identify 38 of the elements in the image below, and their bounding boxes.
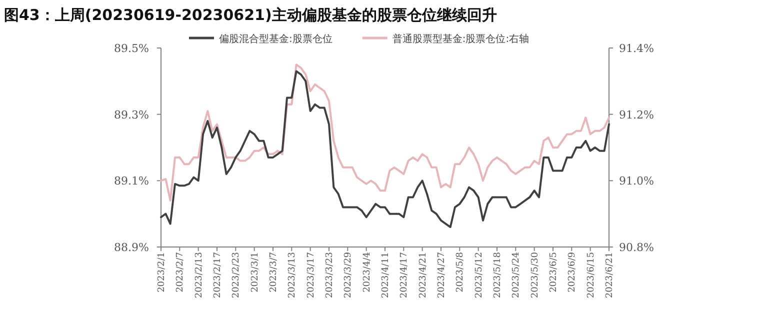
x-tick-label: 2023/6/15 [586,252,596,298]
x-tick-label: 2023/2/7 [176,252,186,292]
x-tick-label: 2023/5/8 [456,252,466,292]
legend-label: 普通股票型基金:股票仓位:右轴 [392,33,530,45]
legend-label: 偏股混合型基金:股票仓位 [219,33,332,45]
x-tick-label: 2023/5/18 [493,252,503,298]
x-tick-label: 2023/4/11 [381,252,391,298]
x-tick-label: 2023/6/21 [605,252,615,298]
x-tick-label: 2023/6/9 [568,252,578,292]
x-tick-label: 2023/5/24 [512,252,522,298]
line-series [160,70,610,228]
x-tick-label: 2023/6/5 [549,252,559,292]
x-tick-label: 2023/2/23 [232,252,242,298]
x-tick-label: 2023/4/21 [418,252,428,298]
y-tick-label: 88.9% [114,241,149,254]
y-tick-label: 89.1% [114,174,149,188]
x-tick-label: 2023/2/1 [157,252,167,292]
x-tick-label: 2023/4/17 [400,252,410,298]
x-tick-label: 2023/3/1 [250,252,260,292]
x-tick-label: 2023/3/7 [269,252,279,292]
x-tick-label: 2023/3/23 [325,252,335,298]
y-tick-label: 89.5% [114,42,149,55]
y2-tick-label: 91.0% [619,174,654,188]
y2-tick-label: 91.2% [619,108,654,122]
x-tick-label: 2023/4/4 [362,252,372,292]
x-tick-label: 2023/5/12 [474,252,484,298]
chart-title: 图43：上周(20230619-20230621)主动偏股基金的股票仓位继续回升 [4,6,497,24]
y2-tick-label: 90.8% [619,241,654,254]
x-tick-label: 2023/3/29 [344,252,354,298]
y-tick-label: 89.3% [114,108,149,122]
line-series [160,64,610,202]
x-tick-label: 2023/3/17 [306,252,316,298]
x-tick-label: 2023/5/30 [530,252,540,298]
x-tick-label: 2023/2/13 [194,252,204,298]
x-tick-label: 2023/3/13 [288,252,298,298]
x-tick-label: 2023/2/17 [213,252,223,298]
x-tick-label: 2023/4/27 [437,252,447,298]
y2-tick-label: 91.4% [619,42,654,55]
